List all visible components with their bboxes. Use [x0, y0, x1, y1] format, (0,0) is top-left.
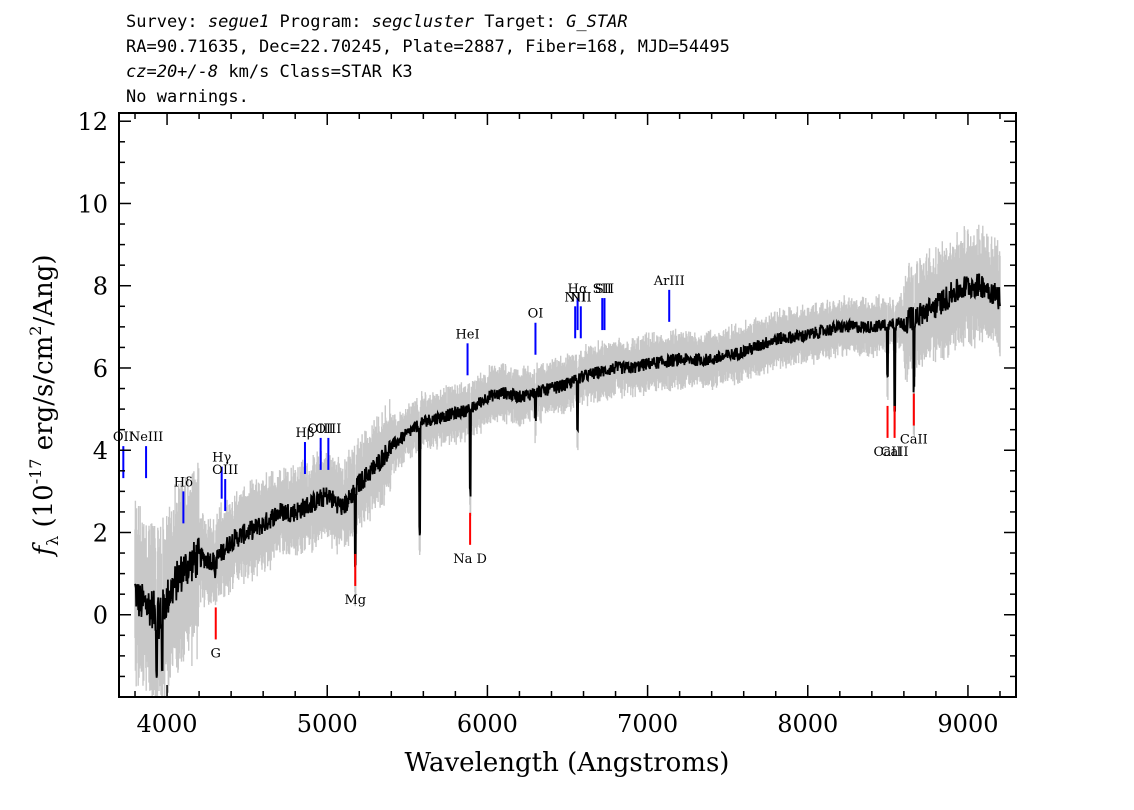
y-axis-title-pre: (10: [29, 484, 59, 536]
emission-line-label: OIII: [212, 463, 238, 478]
y-axis-title-sub: λ: [43, 536, 62, 546]
absorption-line-label: G: [211, 646, 221, 661]
emission-line-label: SII: [593, 282, 612, 297]
y-axis-title-post: /Ang): [29, 254, 59, 325]
y-tick-label: 4: [93, 437, 108, 465]
absorption-line-label: Mg: [344, 593, 366, 608]
header-line-1: Survey: segue1 Program: segcluster Targe…: [126, 12, 628, 32]
emission-line-label: NII: [570, 290, 592, 305]
y-axis-title-mid: erg/s/cm: [29, 336, 59, 459]
target-value: G_STAR: [566, 12, 628, 32]
emission-line-label: Hβ: [296, 426, 315, 441]
spectrum-line: [134, 273, 1001, 678]
x-tick-label: 7000: [617, 710, 678, 738]
emission-line-label: Hα: [568, 282, 588, 297]
absorption-line-label: CaII: [881, 445, 909, 460]
emission-line-label: SII: [595, 282, 614, 297]
plot-frame: [118, 112, 1017, 698]
spectrum-series: [134, 273, 1001, 678]
x-tick-label: 6000: [457, 710, 518, 738]
emission-line-label: Hδ: [174, 475, 193, 490]
y-axis-title-exp2: 2: [26, 326, 45, 336]
x-tick-label: 8000: [777, 710, 838, 738]
header-line-2: RA=90.71635, Dec=22.70245, Plate=2887, F…: [126, 37, 730, 57]
emission-line-label: ArIII: [653, 274, 685, 289]
absorption-line-label: Na D: [453, 552, 487, 567]
survey-value: segue1: [207, 12, 270, 32]
y-tick-label: 12: [77, 108, 108, 136]
program-value: segcluster: [371, 12, 475, 32]
program-label: Program:: [269, 12, 372, 32]
absorption-line-label: CaII: [900, 433, 928, 448]
spectral-line-markers: OIINeIIIHδHγOIIIHβOIIIOIIIHeIOINIIHαNIIS…: [113, 274, 928, 662]
y-tick-label: 2: [93, 519, 108, 547]
axis-ticks: 4000 5000 6000 7000 8000 9000 0 2 4 6 8 10 12: [77, 108, 1016, 738]
y-tick-label: 10: [77, 190, 108, 218]
y-axis-title: fλ (10-17 erg/s/cm2/Ang): [26, 254, 62, 557]
x-tick-label: 4000: [137, 710, 198, 738]
emission-line-label: OI: [528, 307, 544, 322]
target-label: Target:: [474, 12, 567, 32]
emission-line-label: OIII: [315, 422, 341, 437]
emission-line-label: NeIII: [129, 430, 163, 445]
absorption-line-label: CaII: [874, 445, 902, 460]
x-axis-title: Wavelength (Angstroms): [405, 748, 730, 778]
cz-value: cz=20+/-8: [126, 62, 219, 82]
y-tick-label: 8: [93, 273, 108, 301]
x-tick-label: 5000: [297, 710, 358, 738]
survey-label: Survey:: [126, 12, 208, 32]
y-tick-label: 0: [93, 602, 108, 630]
y-tick-label: 6: [93, 355, 108, 383]
y-axis-title-exp1: -17: [26, 459, 45, 485]
class-value: km/s Class=STAR K3: [218, 62, 413, 82]
header-line-4: No warnings.: [126, 87, 249, 107]
emission-line-label: NII: [564, 290, 586, 305]
x-tick-label: 9000: [937, 710, 998, 738]
emission-line-label: HeI: [455, 327, 479, 342]
header-line-3: cz=20+/-8 km/s Class=STAR K3: [126, 62, 413, 82]
emission-line-label: Hγ: [212, 451, 231, 466]
emission-line-label: OIII: [308, 422, 334, 437]
